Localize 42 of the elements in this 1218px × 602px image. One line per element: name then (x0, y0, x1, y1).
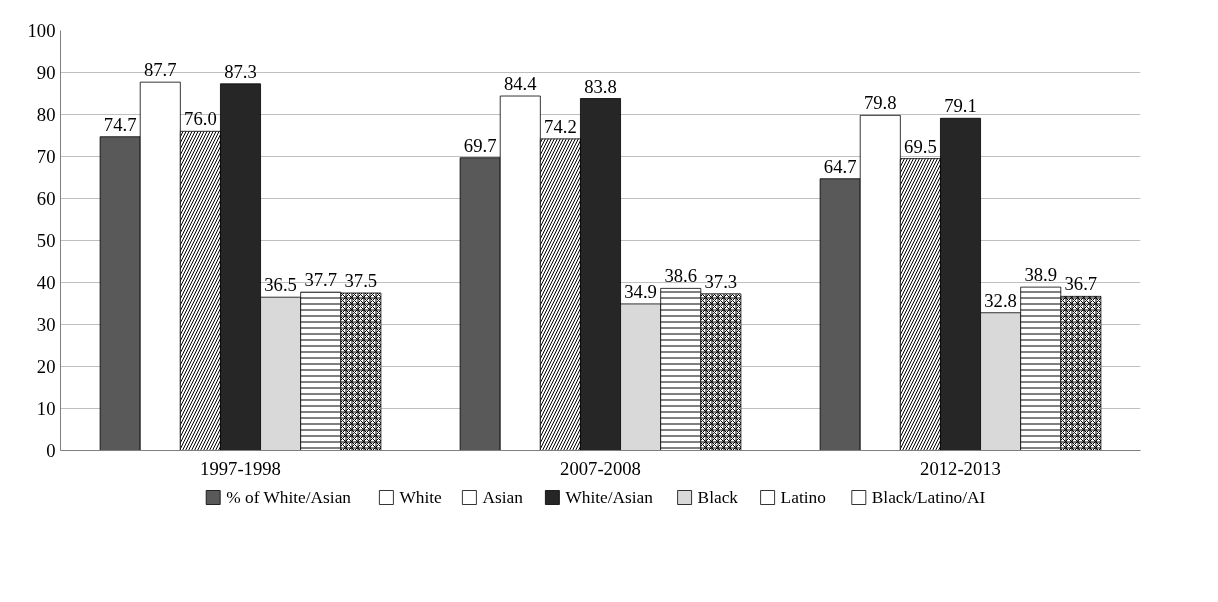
legend-label: White (399, 488, 443, 507)
data-label: 38.6 (664, 265, 698, 287)
y-tick-label: 60 (36, 188, 56, 209)
data-label: 83.8 (584, 75, 617, 97)
data-label: 64.7 (823, 155, 857, 177)
y-tick-label: 50 (36, 230, 56, 251)
data-label: 87.3 (224, 60, 257, 82)
x-tick-label: 2007-2008 (560, 457, 641, 479)
data-label: 37.3 (704, 270, 738, 292)
data-label: 79.8 (863, 92, 897, 114)
data-label: 76.0 (184, 108, 217, 130)
data-label: 69.7 (463, 134, 497, 156)
legend-label: Latino (780, 488, 826, 507)
y-tick-label: 70 (36, 146, 56, 167)
y-tick-label: 10 (36, 398, 56, 419)
legend-label: Black/Latino/AI (871, 488, 986, 507)
legend-label: White/Asian (565, 488, 654, 507)
data-label: 87.7 (143, 59, 177, 81)
data-label: 37.7 (304, 269, 338, 291)
data-label: 79.1 (944, 95, 977, 117)
data-label: 36.7 (1064, 273, 1098, 295)
y-tick-label: 30 (36, 314, 56, 335)
y-tick-label: 0 (46, 440, 56, 461)
y-tick-label: 40 (36, 272, 56, 293)
legend-label: Black (697, 488, 739, 507)
data-label: 34.9 (624, 280, 657, 302)
y-tick-label: 90 (36, 62, 56, 83)
data-label: 74.2 (544, 115, 577, 137)
y-tick-label: 100 (27, 20, 56, 41)
x-tick-label: 2012-2013 (920, 457, 1001, 479)
data-label: 38.9 (1024, 264, 1058, 286)
data-label: 36.5 (264, 274, 297, 296)
y-tick-label: 20 (36, 356, 56, 377)
x-tick-label: 1997-1998 (200, 457, 281, 479)
data-label: 84.4 (503, 73, 538, 95)
data-label: 69.5 (904, 135, 937, 157)
data-label: 37.5 (344, 270, 378, 291)
legend-label: Asian (482, 488, 524, 507)
data-label: 32.8 (984, 289, 1017, 311)
legend-label: % of White/Asian (226, 488, 352, 507)
y-tick-label: 80 (36, 104, 56, 125)
data-label: 74.7 (103, 113, 137, 135)
